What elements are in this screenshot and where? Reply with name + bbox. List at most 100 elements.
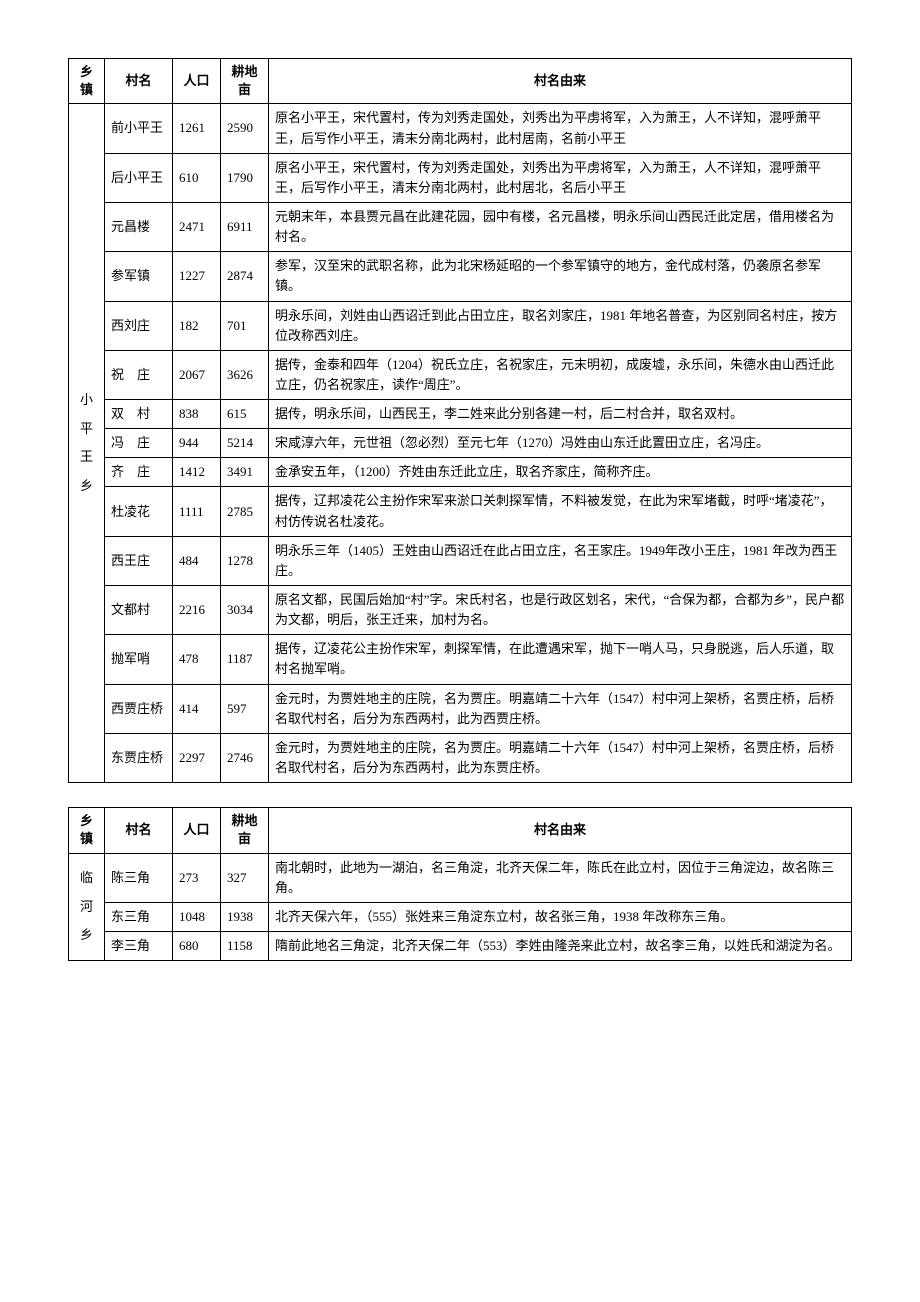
population-cell: 1111 [173, 487, 221, 536]
village-cell: 祝 庄 [105, 350, 173, 399]
population-cell: 273 [173, 853, 221, 902]
table-row: 李三角 680 1158 隋前此地名三角淀，北齐天保二年（553）李姓由隆尧来此… [69, 931, 852, 960]
village-cell: 参军镇 [105, 252, 173, 301]
table-row: 西刘庄 182 701 明永乐间，刘姓由山西诏迁到此占田立庄，取名刘家庄，198… [69, 301, 852, 350]
town-name-cell: 小 平 王 乡 [69, 104, 105, 783]
origin-cell: 宋咸淳六年，元世祖（忽必烈）至元七年（1270）冯姓由山东迁此置田立庄，名冯庄。 [269, 429, 852, 458]
origin-cell: 明永乐三年（1405）王姓由山西诏迁在此占田立庄，名王家庄。1949年改小王庄，… [269, 536, 852, 585]
village-table-1: 乡镇 村名 人口 耕地亩 村名由来 小 平 王 乡 前小平王 1261 2590… [68, 58, 852, 783]
land-cell: 701 [221, 301, 269, 350]
table-row: 后小平王 610 1790 原名小平王，宋代置村，传为刘秀走国处，刘秀出为平虏将… [69, 153, 852, 202]
village-cell: 西贾庄桥 [105, 684, 173, 733]
header-village: 村名 [105, 808, 173, 853]
header-land: 耕地亩 [221, 59, 269, 104]
village-cell: 陈三角 [105, 853, 173, 902]
table-row: 小 平 王 乡 前小平王 1261 2590 原名小平王，宋代置村，传为刘秀走国… [69, 104, 852, 153]
land-cell: 1158 [221, 931, 269, 960]
header-village: 村名 [105, 59, 173, 104]
town-char: 河 [75, 893, 98, 922]
village-cell: 抛军哨 [105, 635, 173, 684]
land-cell: 597 [221, 684, 269, 733]
land-cell: 2746 [221, 733, 269, 782]
land-cell: 327 [221, 853, 269, 902]
land-cell: 1790 [221, 153, 269, 202]
header-population: 人口 [173, 808, 221, 853]
village-cell: 元昌楼 [105, 202, 173, 251]
village-cell: 西王庄 [105, 536, 173, 585]
town-char: 临 [75, 864, 98, 893]
origin-cell: 明永乐间，刘姓由山西诏迁到此占田立庄，取名刘家庄，1981 年地名普查，为区别同… [269, 301, 852, 350]
origin-cell: 金元时，为贾姓地主的庄院，名为贾庄。明嘉靖二十六年（1547）村中河上架桥，名贾… [269, 684, 852, 733]
land-cell: 2590 [221, 104, 269, 153]
land-cell: 5214 [221, 429, 269, 458]
land-cell: 615 [221, 400, 269, 429]
village-cell: 西刘庄 [105, 301, 173, 350]
population-cell: 610 [173, 153, 221, 202]
population-cell: 1048 [173, 902, 221, 931]
village-cell: 双 村 [105, 400, 173, 429]
origin-cell: 据传，明永乐间，山西民王，李二姓来此分别各建一村，后二村合并，取名双村。 [269, 400, 852, 429]
population-cell: 1227 [173, 252, 221, 301]
town-name-cell: 临 河 乡 [69, 853, 105, 961]
village-cell: 文都村 [105, 586, 173, 635]
village-cell: 冯 庄 [105, 429, 173, 458]
population-cell: 1261 [173, 104, 221, 153]
table-row: 临 河 乡 陈三角 273 327 南北朝时，此地为一湖泊，名三角淀，北齐天保二… [69, 853, 852, 902]
table-row: 杜凌花 1111 2785 据传，辽邦凌花公主扮作宋军来淤口关刺探军情，不料被发… [69, 487, 852, 536]
land-cell: 2874 [221, 252, 269, 301]
population-cell: 484 [173, 536, 221, 585]
village-cell: 东贾庄桥 [105, 733, 173, 782]
table-row: 齐 庄 1412 3491 金承安五年，（1200）齐姓由东迁此立庄，取名齐家庄… [69, 458, 852, 487]
table-row: 冯 庄 944 5214 宋咸淳六年，元世祖（忽必烈）至元七年（1270）冯姓由… [69, 429, 852, 458]
village-cell: 杜凌花 [105, 487, 173, 536]
origin-cell: 北齐天保六年，（555）张姓来三角淀东立村，故名张三角，1938 年改称东三角。 [269, 902, 852, 931]
town-char: 小 [75, 386, 98, 415]
village-cell: 东三角 [105, 902, 173, 931]
population-cell: 680 [173, 931, 221, 960]
table-row: 东三角 1048 1938 北齐天保六年，（555）张姓来三角淀东立村，故名张三… [69, 902, 852, 931]
table-row: 元昌楼 2471 6911 元朝末年，本县贾元昌在此建花园，园中有楼，名元昌楼，… [69, 202, 852, 251]
table-row: 西王庄 484 1278 明永乐三年（1405）王姓由山西诏迁在此占田立庄，名王… [69, 536, 852, 585]
origin-cell: 据传，辽凌花公主扮作宋军，刺探军情，在此遭遇宋军，抛下一哨人马，只身脱逃，后人乐… [269, 635, 852, 684]
table-row: 双 村 838 615 据传，明永乐间，山西民王，李二姓来此分别各建一村，后二村… [69, 400, 852, 429]
village-table-2: 乡镇 村名 人口 耕地亩 村名由来 临 河 乡 陈三角 273 327 南北朝时… [68, 807, 852, 961]
population-cell: 2471 [173, 202, 221, 251]
land-cell: 3626 [221, 350, 269, 399]
origin-cell: 南北朝时，此地为一湖泊，名三角淀，北齐天保二年，陈氏在此立村，因位于三角淀边，故… [269, 853, 852, 902]
population-cell: 944 [173, 429, 221, 458]
town-char: 乡 [75, 921, 98, 950]
land-cell: 3491 [221, 458, 269, 487]
land-cell: 2785 [221, 487, 269, 536]
table-row: 文都村 2216 3034 原名文都，民国后始加“村”字。宋氏村名，也是行政区划… [69, 586, 852, 635]
origin-cell: 金承安五年，（1200）齐姓由东迁此立庄，取名齐家庄，简称齐庄。 [269, 458, 852, 487]
table-header-row: 乡镇 村名 人口 耕地亩 村名由来 [69, 59, 852, 104]
table-row: 抛军哨 478 1187 据传，辽凌花公主扮作宋军，刺探军情，在此遭遇宋军，抛下… [69, 635, 852, 684]
origin-cell: 隋前此地名三角淀，北齐天保二年（553）李姓由隆尧来此立村，故名李三角，以姓氏和… [269, 931, 852, 960]
origin-cell: 元朝末年，本县贾元昌在此建花园，园中有楼，名元昌楼，明永乐间山西民迁此定居，借用… [269, 202, 852, 251]
table-row: 西贾庄桥 414 597 金元时，为贾姓地主的庄院，名为贾庄。明嘉靖二十六年（1… [69, 684, 852, 733]
village-cell: 前小平王 [105, 104, 173, 153]
land-cell: 1278 [221, 536, 269, 585]
population-cell: 2297 [173, 733, 221, 782]
header-population: 人口 [173, 59, 221, 104]
origin-cell: 据传，金泰和四年（1204）祝氏立庄，名祝家庄，元末明初，成废墟，永乐间，朱德水… [269, 350, 852, 399]
land-cell: 1187 [221, 635, 269, 684]
header-town: 乡镇 [69, 59, 105, 104]
table-separator [68, 783, 852, 807]
village-cell: 齐 庄 [105, 458, 173, 487]
village-cell: 李三角 [105, 931, 173, 960]
origin-cell: 原名小平王，宋代置村，传为刘秀走国处，刘秀出为平虏将军，入为萧王，人不详知，混呼… [269, 153, 852, 202]
origin-cell: 原名文都，民国后始加“村”字。宋氏村名，也是行政区划名，宋代，“合保为都，合都为… [269, 586, 852, 635]
origin-cell: 金元时，为贾姓地主的庄院，名为贾庄。明嘉靖二十六年（1547）村中河上架桥，名贾… [269, 733, 852, 782]
header-land: 耕地亩 [221, 808, 269, 853]
town-char: 平 [75, 415, 98, 444]
origin-cell: 原名小平王，宋代置村，传为刘秀走国处，刘秀出为平虏将军，入为萧王，人不详知，混呼… [269, 104, 852, 153]
table-row: 祝 庄 2067 3626 据传，金泰和四年（1204）祝氏立庄，名祝家庄，元末… [69, 350, 852, 399]
table-row: 参军镇 1227 2874 参军，汉至宋的武职名称，此为北宋杨延昭的一个参军镇守… [69, 252, 852, 301]
town-char: 王 [75, 443, 98, 472]
land-cell: 3034 [221, 586, 269, 635]
population-cell: 2216 [173, 586, 221, 635]
origin-cell: 参军，汉至宋的武职名称，此为北宋杨延昭的一个参军镇守的地方，金代成村落，仍袭原名… [269, 252, 852, 301]
table-header-row: 乡镇 村名 人口 耕地亩 村名由来 [69, 808, 852, 853]
town-char: 乡 [75, 472, 98, 501]
